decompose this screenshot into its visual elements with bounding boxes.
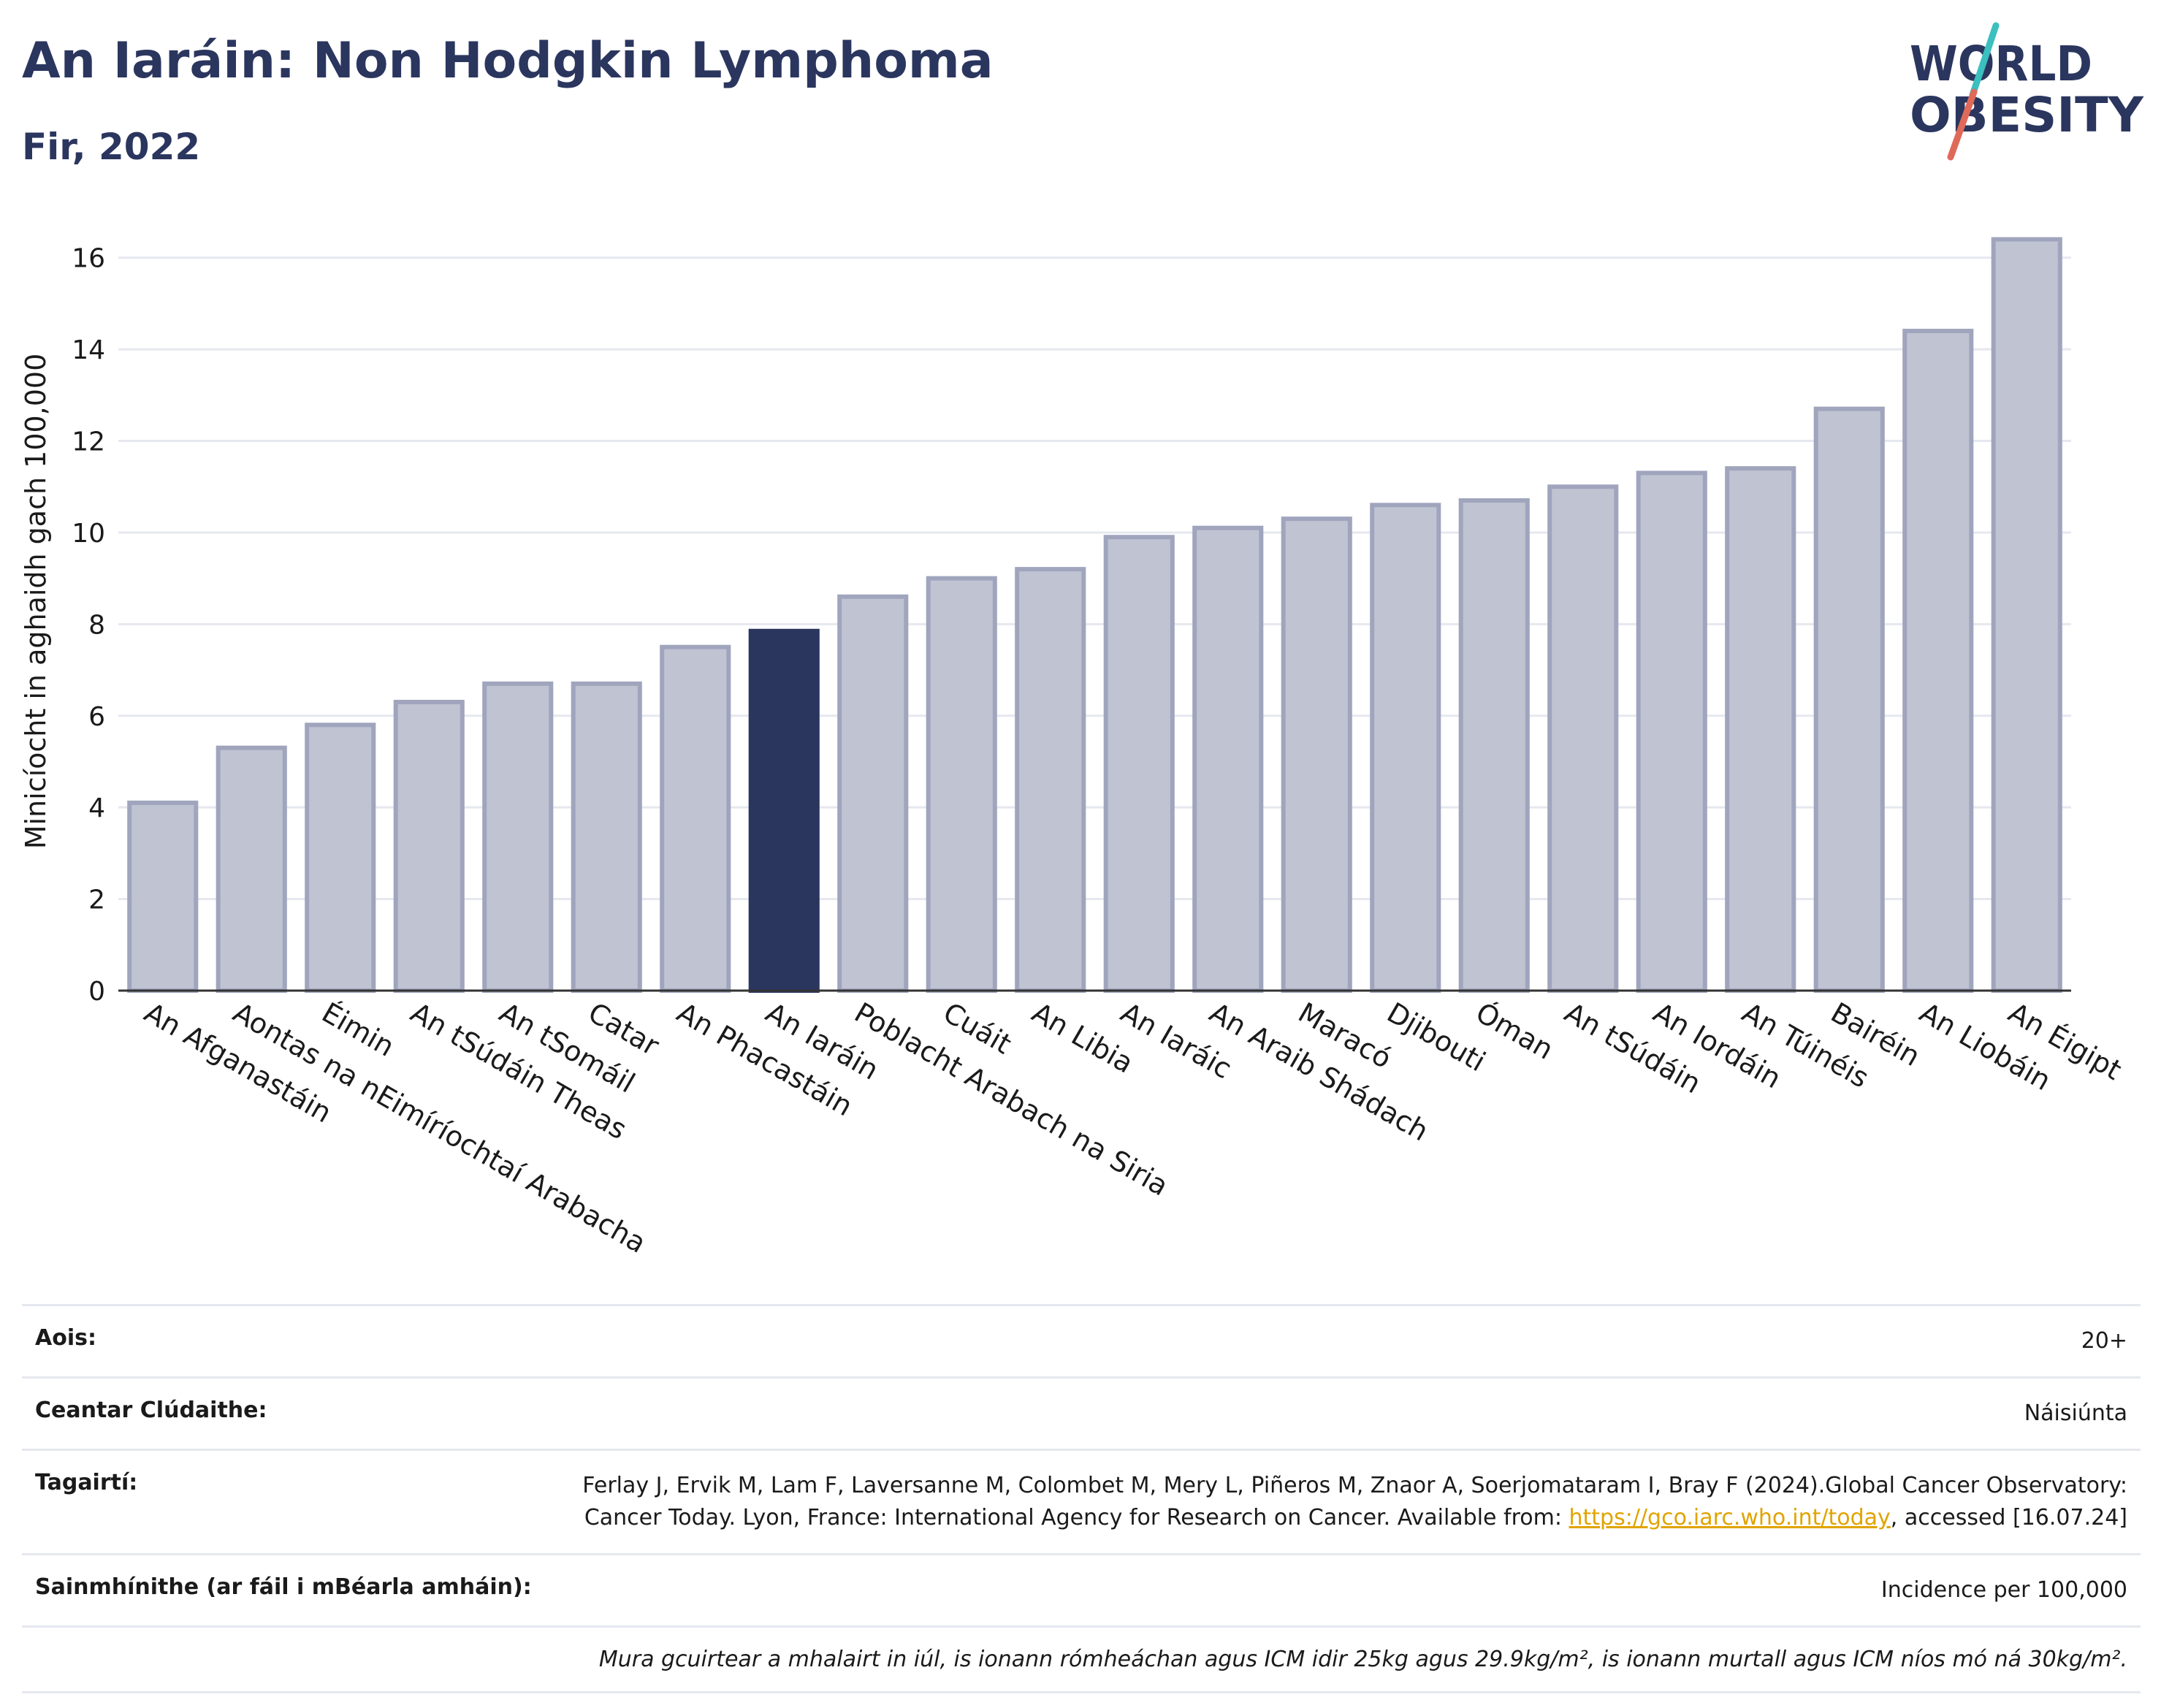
bar xyxy=(216,745,287,993)
bars xyxy=(127,237,2062,994)
meta-row-definitions: Sainmhínithe (ar fáil i mBéarla amháin):… xyxy=(22,1553,2141,1625)
bar xyxy=(127,800,199,993)
logo-slash-teal xyxy=(1969,22,2000,99)
bar xyxy=(837,594,909,993)
world-obesity-logo: WORLD OBESITY xyxy=(1910,22,2144,161)
y-tick-label: 12 xyxy=(72,427,105,457)
y-tick-label: 16 xyxy=(72,244,105,274)
definitions-value: Incidence per 100,000 xyxy=(1880,1577,2127,1603)
bar xyxy=(748,628,820,994)
chart-title: An Iaráin: Non Hodgkin Lymphoma xyxy=(22,32,994,90)
age-label: Aois: xyxy=(35,1325,96,1351)
bar xyxy=(1547,484,1619,993)
y-tick-label: 4 xyxy=(88,793,105,823)
bar xyxy=(1103,535,1175,993)
meta-row-area: Ceantar Clúdaithe: Náisiúnta xyxy=(22,1376,2141,1449)
bar xyxy=(1636,470,1707,993)
references-link[interactable]: https://gco.iarc.who.int/today xyxy=(1569,1505,1891,1530)
bar xyxy=(926,576,997,993)
logo-slash-red xyxy=(1947,88,1978,161)
bar xyxy=(1991,237,2062,993)
y-tick-label: 6 xyxy=(88,702,105,732)
y-tick-label: 8 xyxy=(88,610,105,640)
bar xyxy=(1813,406,1885,993)
meta-row-references: Tagairtí: Ferlay J, Ervik M, Lam F, Lave… xyxy=(22,1449,2141,1553)
meta-row-age: Aois: 20+ xyxy=(22,1304,2141,1376)
chart-subtitle: Fir, 2022 xyxy=(22,126,201,168)
x-tick-label: An Libia xyxy=(1026,996,1139,1080)
area-value: Náisiúnta xyxy=(2024,1400,2127,1426)
meta-row-note: Mura gcuirtear a mhalairt in iúl, is ion… xyxy=(22,1625,2141,1693)
bar xyxy=(1458,498,1530,993)
metadata-table: Aois: 20+ Ceantar Clúdaithe: Náisiúnta T… xyxy=(22,1304,2141,1693)
age-value: 20+ xyxy=(2081,1328,2127,1354)
y-axis-label: Minicíocht in aghaidh gach 100,000 xyxy=(20,354,52,850)
logo-line-2: OBESITY xyxy=(1910,87,2144,143)
bar xyxy=(1192,525,1264,993)
area-label: Ceantar Clúdaithe: xyxy=(35,1398,267,1423)
y-axis: 0 2 4 6 8 10 12 14 16 xyxy=(72,244,105,1007)
y-tick-label: 0 xyxy=(88,977,105,1007)
x-tick-label: Djibouti xyxy=(1381,996,1491,1078)
bar xyxy=(305,723,376,994)
footnote: Mura gcuirtear a mhalairt in iúl, is ion… xyxy=(598,1647,2127,1672)
references-accessed: , accessed [16.07.24] xyxy=(1890,1505,2127,1530)
y-tick-label: 2 xyxy=(88,885,105,915)
references-value: Ferlay J, Ervik M, Lam F, Laversanne M, … xyxy=(520,1470,2127,1534)
logo-line-1: WORLD xyxy=(1910,36,2092,92)
references-text: Ferlay J, Ervik M, Lam F, Laversanne M, … xyxy=(582,1473,2127,1530)
y-tick-label: 14 xyxy=(72,335,105,365)
bar xyxy=(1725,466,1796,993)
bar xyxy=(1370,503,1441,994)
bar xyxy=(1015,567,1086,993)
bar xyxy=(571,681,642,994)
bar xyxy=(1902,329,1974,994)
bar xyxy=(660,644,731,993)
y-tick-label: 10 xyxy=(72,519,105,549)
bar xyxy=(1281,516,1352,994)
references-label: Tagairtí: xyxy=(35,1470,138,1495)
bar xyxy=(393,699,465,993)
definitions-label: Sainmhínithe (ar fáil i mBéarla amháin): xyxy=(35,1574,532,1600)
bar xyxy=(482,681,554,994)
